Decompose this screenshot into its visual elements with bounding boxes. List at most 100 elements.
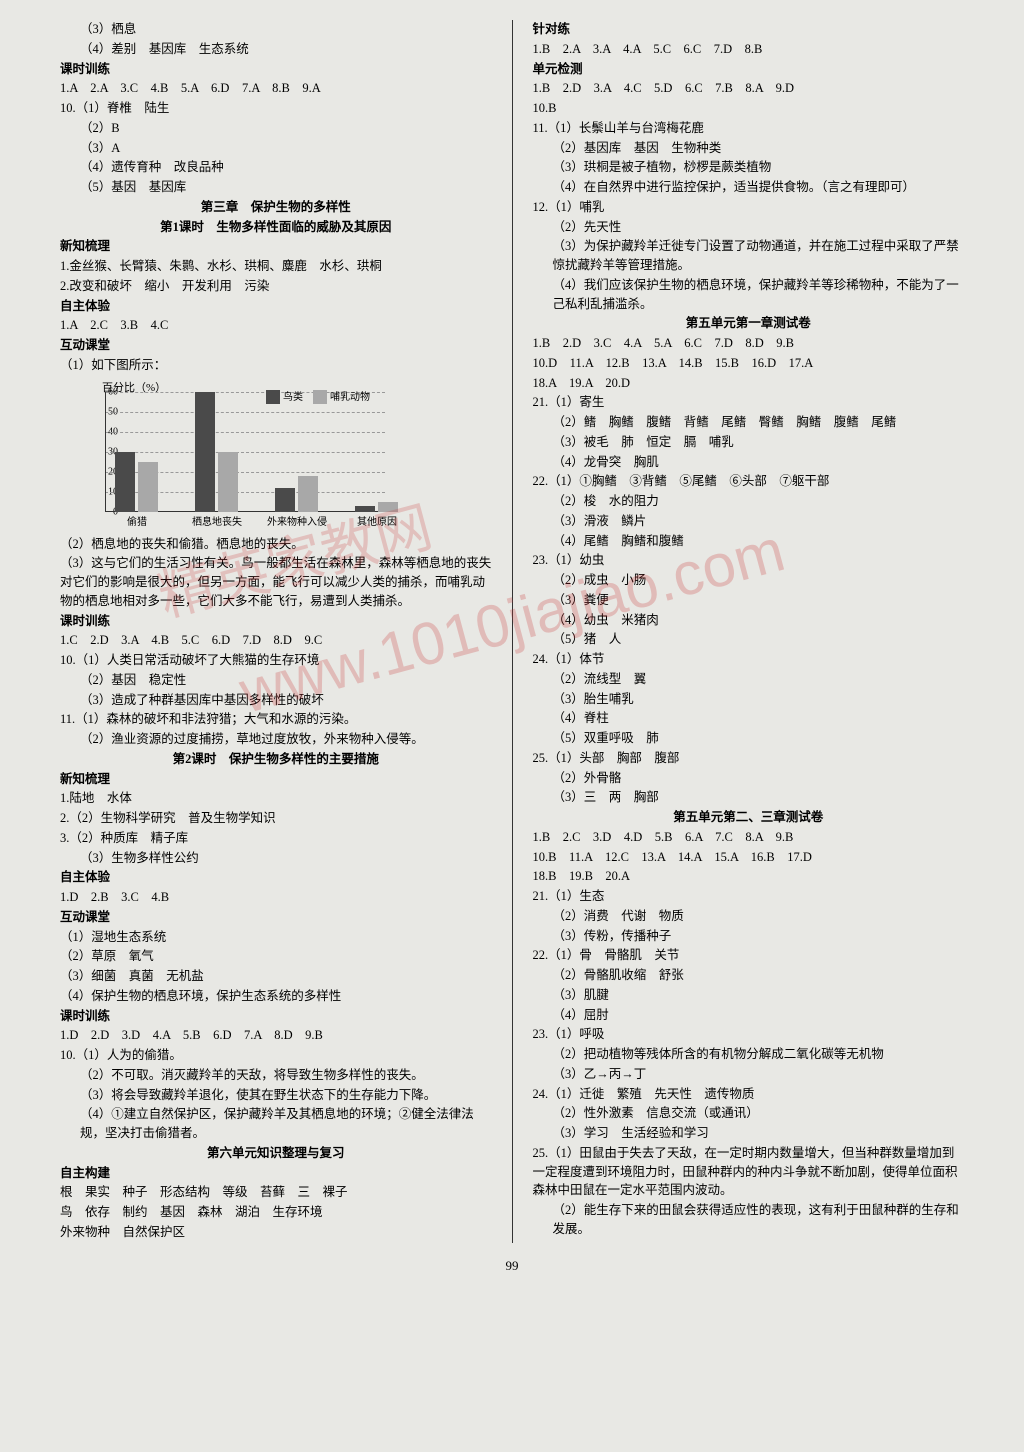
text-line: 1.金丝猴、长臂猿、朱鹮、水杉、珙桐、麋鹿 水杉、珙桐: [60, 257, 492, 276]
text-line: 21.（1）寄生: [533, 393, 965, 412]
text-line: （2）基因库 基因 生物种类: [533, 139, 965, 158]
text-line: （3）为保护藏羚羊迁徙专门设置了动物通道，并在施工过程中采取了严禁惊扰藏羚羊等管…: [533, 237, 965, 275]
text-line: （5）基因 基因库: [60, 178, 492, 197]
text-line: （2）鳍 胸鳍 腹鳍 背鳍 尾鳍 臀鳍 胸鳍 腹鳍 尾鳍: [533, 413, 965, 432]
text-line: 10.B 11.A 12.C 13.A 14.A 15.A 16.B 17.D: [533, 848, 965, 867]
text-line: 新知梳理: [60, 770, 492, 789]
text-line: 1.D 2.D 3.D 4.A 5.B 6.D 7.A 8.D 9.B: [60, 1026, 492, 1045]
chart-bar: [218, 452, 238, 512]
text-line: 11.（1）森林的破坏和非法狩猎；大气和水源的污染。: [60, 710, 492, 729]
text-line: 1.B 2.C 3.D 4.D 5.B 6.A 7.C 8.A 9.B: [533, 828, 965, 847]
text-line: 10.（1）人为的偷猎。: [60, 1046, 492, 1065]
text-line: 第五单元第一章测试卷: [533, 314, 965, 333]
text-line: 21.（1）生态: [533, 887, 965, 906]
text-line: （2）B: [60, 119, 492, 138]
text-line: （2）性外激素 信息交流（或通讯）: [533, 1104, 965, 1123]
text-line: 第1课时 生物多样性面临的威胁及其原因: [60, 218, 492, 237]
page-number: 99: [60, 1258, 964, 1274]
legend-swatch: [266, 390, 280, 404]
text-line: （3）珙桐是被子植物，桫椤是蕨类植物: [533, 158, 965, 177]
text-line: （3）A: [60, 139, 492, 158]
text-line: 第六单元知识整理与复习: [60, 1144, 492, 1163]
page-container: （3）栖息（4）差别 基因库 生态系统课时训练1.A 2.A 3.C 4.B 5…: [60, 20, 964, 1243]
text-line: （4）在自然界中进行监控保护，适当提供食物。（言之有理即可）: [533, 178, 965, 197]
text-line: 外来物种 自然保护区: [60, 1223, 492, 1242]
text-line: （2）草原 氧气: [60, 947, 492, 966]
legend-item: 哺乳动物: [313, 390, 370, 405]
text-line: 课时训练: [60, 1007, 492, 1026]
chart-xlabel: 栖息地丧失: [192, 515, 242, 530]
text-line: （4）脊柱: [533, 709, 965, 728]
text-line: 2.（2）生物科学研究 普及生物学知识: [60, 809, 492, 828]
text-line: （2）梭 水的阻力: [533, 492, 965, 511]
text-line: 课时训练: [60, 612, 492, 631]
text-line: （4）幼虫 米猪肉: [533, 611, 965, 630]
text-line: （1）湿地生态系统: [60, 928, 492, 947]
text-line: （5）双重呼吸 肺: [533, 729, 965, 748]
text-line: 1.陆地 水体: [60, 789, 492, 808]
text-line: 10.B: [533, 99, 965, 118]
text-line: （3）细菌 真菌 无机盐: [60, 967, 492, 986]
text-line: 2.改变和破坏 缩小 开发利用 污染: [60, 277, 492, 296]
text-line: 24.（1）迁徙 繁殖 先天性 遗传物质: [533, 1085, 965, 1104]
text-line: （4）①建立自然保护区，保护藏羚羊及其栖息地的环境；②健全法律法规，坚决打击偷猎…: [60, 1105, 492, 1143]
chart-xlabel: 外来物种入侵: [267, 515, 327, 530]
text-line: （2）先天性: [533, 218, 965, 237]
text-line: 第三章 保护生物的多样性: [60, 198, 492, 217]
text-line: （2）栖息地的丧失和偷猎。栖息地的丧失。: [60, 535, 492, 554]
text-line: 新知梳理: [60, 237, 492, 256]
bar-chart: 百分比（%）0102030405060偷猎栖息地丧失外来物种入侵其他原因鸟类哺乳…: [80, 380, 400, 530]
text-line: 1.A 2.C 3.B 4.C: [60, 316, 492, 335]
text-line: 18.A 19.A 20.D: [533, 374, 965, 393]
text-line: （3）栖息: [60, 20, 492, 39]
text-line: （3）学习 生活经验和学习: [533, 1124, 965, 1143]
text-line: （3）三 两 胸部: [533, 788, 965, 807]
text-line: （2）外骨骼: [533, 769, 965, 788]
legend-label: 鸟类: [283, 392, 303, 403]
text-line: （2）把动植物等残体所含的有机物分解成二氧化碳等无机物: [533, 1045, 965, 1064]
text-line: 第五单元第二、三章测试卷: [533, 808, 965, 827]
text-line: （3）这与它们的生活习性有关。鸟一般都生活在森林里，森林等栖息地的丧失对它们的影…: [60, 554, 492, 610]
left-column: （3）栖息（4）差别 基因库 生态系统课时训练1.A 2.A 3.C 4.B 5…: [60, 20, 492, 1243]
text-line: （3）传粉，传播种子: [533, 927, 965, 946]
text-line: （5）猪 人: [533, 630, 965, 649]
chart-legend: 鸟类哺乳动物: [256, 390, 370, 405]
text-line: （4）差别 基因库 生态系统: [60, 40, 492, 59]
text-line: 1.D 2.B 3.C 4.B: [60, 888, 492, 907]
text-line: 互动课堂: [60, 336, 492, 355]
text-line: （2）基因 稳定性: [60, 671, 492, 690]
text-line: （3）被毛 肺 恒定 膈 哺乳: [533, 433, 965, 452]
text-line: （3）乙→丙→丁: [533, 1065, 965, 1084]
text-line: （2）能生存下来的田鼠会获得适应性的表现，这有利于田鼠种群的生存和发展。: [533, 1201, 965, 1239]
text-line: （4）龙骨突 胸肌: [533, 453, 965, 472]
text-line: （3）造成了种群基因库中基因多样性的破坏: [60, 691, 492, 710]
text-line: 23.（1）呼吸: [533, 1025, 965, 1044]
text-line: 25.（1）头部 胸部 腹部: [533, 749, 965, 768]
text-line: 10.D 11.A 12.B 13.A 14.B 15.B 16.D 17.A: [533, 354, 965, 373]
text-line: 鸟 依存 制约 基因 森林 湖泊 生存环境: [60, 1203, 492, 1222]
text-line: 10.（1）脊椎 陆生: [60, 99, 492, 118]
text-line: 1.B 2.D 3.C 4.A 5.A 6.C 7.D 8.D 9.B: [533, 334, 965, 353]
chart-bar: [195, 392, 215, 512]
text-line: 第2课时 保护生物多样性的主要措施: [60, 750, 492, 769]
text-line: 单元检测: [533, 60, 965, 79]
text-line: （2）流线型 翼: [533, 670, 965, 689]
text-line: 22.（1）骨 骨骼肌 关节: [533, 946, 965, 965]
text-line: 12.（1）哺乳: [533, 198, 965, 217]
text-line: （2）渔业资源的过度捕捞，草地过度放牧，外来物种入侵等。: [60, 730, 492, 749]
text-line: 11.（1）长鬃山羊与台湾梅花鹿: [533, 119, 965, 138]
text-line: （1）如下图所示：: [60, 356, 492, 375]
text-line: 根 果实 种子 形态结构 等级 苔藓 三 裸子: [60, 1183, 492, 1202]
text-line: （3）生物多样性公约: [60, 849, 492, 868]
text-line: 3.（2）种质库 精子库: [60, 829, 492, 848]
text-line: （2）不可取。消灭藏羚羊的天敌，将导致生物多样性的丧失。: [60, 1066, 492, 1085]
text-line: （2）骨骼肌收缩 舒张: [533, 966, 965, 985]
text-line: 互动课堂: [60, 908, 492, 927]
text-line: 自主构建: [60, 1164, 492, 1183]
text-line: 1.B 2.D 3.A 4.C 5.D 6.C 7.B 8.A 9.D: [533, 79, 965, 98]
chart-bar: [138, 462, 158, 512]
text-line: （4）我们应该保护生物的栖息环境，保护藏羚羊等珍稀物种，不能为了一己私利乱捕滥杀…: [533, 276, 965, 314]
text-line: 自主体验: [60, 868, 492, 887]
text-line: 1.C 2.D 3.A 4.B 5.C 6.D 7.D 8.D 9.C: [60, 631, 492, 650]
text-line: （2）成虫 小肠: [533, 571, 965, 590]
